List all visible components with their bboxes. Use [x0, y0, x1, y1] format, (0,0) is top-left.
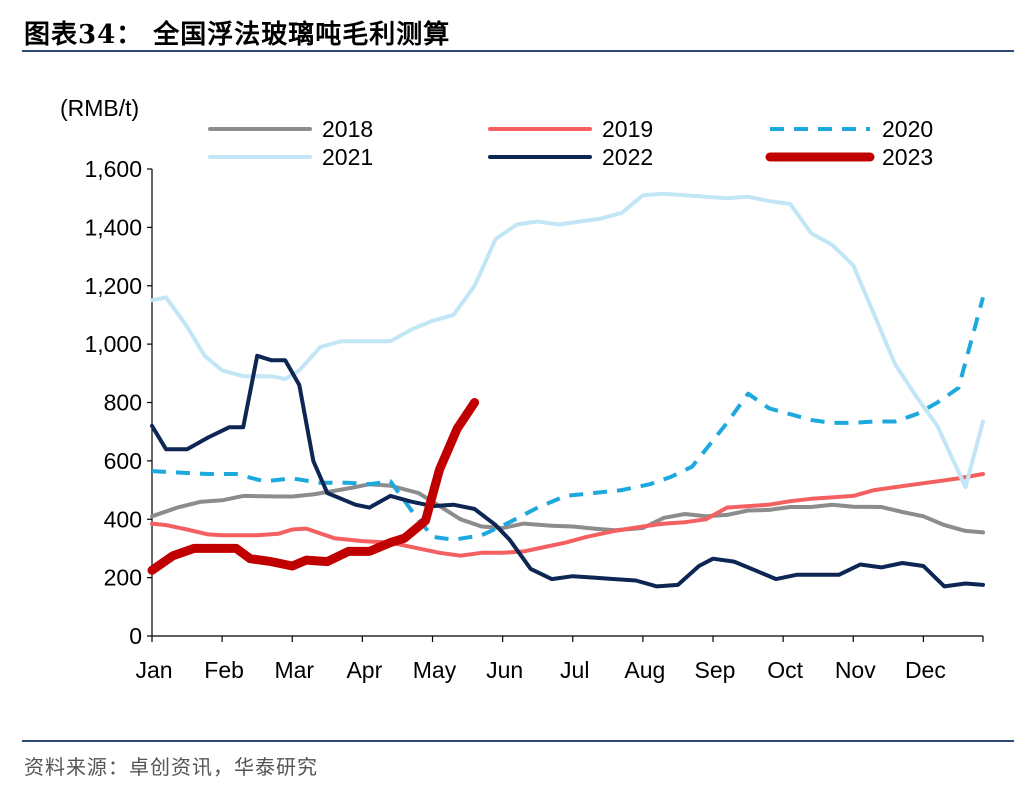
series-2021-line — [150, 191, 985, 490]
x-tick-label: Aug — [624, 657, 665, 683]
legend-label-2018: 2018 — [322, 116, 373, 142]
x-tick-label: Sep — [695, 657, 736, 683]
legend-label-2020: 2020 — [882, 116, 933, 142]
x-tick-label: Feb — [204, 657, 244, 683]
x-tick-label: Jan — [135, 657, 172, 683]
y-tick-label: 600 — [104, 448, 142, 474]
x-tick-label: May — [413, 657, 457, 683]
source-note: 资料来源：卓创资讯，华泰研究 — [24, 755, 318, 779]
legend-label-2022: 2022 — [602, 144, 653, 170]
y-tick-label: 800 — [104, 390, 142, 416]
bottom-divider — [22, 740, 1014, 742]
chart-title: 图表34： 全国浮法玻璃吨毛利测算 — [24, 20, 451, 50]
y-tick-label: 200 — [104, 565, 142, 591]
legend-label-2021: 2021 — [322, 144, 373, 170]
legend-label-2023: 2023 — [882, 144, 933, 170]
y-tick-label: 1,400 — [84, 214, 142, 240]
x-tick-label: Mar — [274, 657, 314, 683]
series-2018-line — [150, 482, 985, 535]
y-axis-label: (RMB/t) — [60, 95, 139, 121]
y-tick-label: 1,000 — [84, 331, 142, 357]
x-tick-label: Dec — [905, 657, 946, 683]
y-tick-label: 400 — [104, 506, 142, 532]
x-tick-label: Oct — [767, 657, 803, 683]
series-2020-line — [151, 296, 985, 542]
x-tick-label: Jun — [486, 657, 523, 683]
x-tick-label: Apr — [346, 657, 382, 683]
x-tick-label: Jul — [560, 657, 589, 683]
y-tick-label: 1,200 — [84, 273, 142, 299]
series-2022-line — [150, 353, 985, 589]
y-tick-label: 0 — [129, 623, 142, 649]
series-2023-line — [147, 398, 480, 575]
y-tick-label: 1,600 — [84, 156, 142, 182]
legend-label-2019: 2019 — [602, 116, 653, 142]
x-tick-label: Nov — [835, 657, 876, 683]
top-divider — [22, 50, 1014, 52]
series-2019-line — [150, 472, 985, 558]
